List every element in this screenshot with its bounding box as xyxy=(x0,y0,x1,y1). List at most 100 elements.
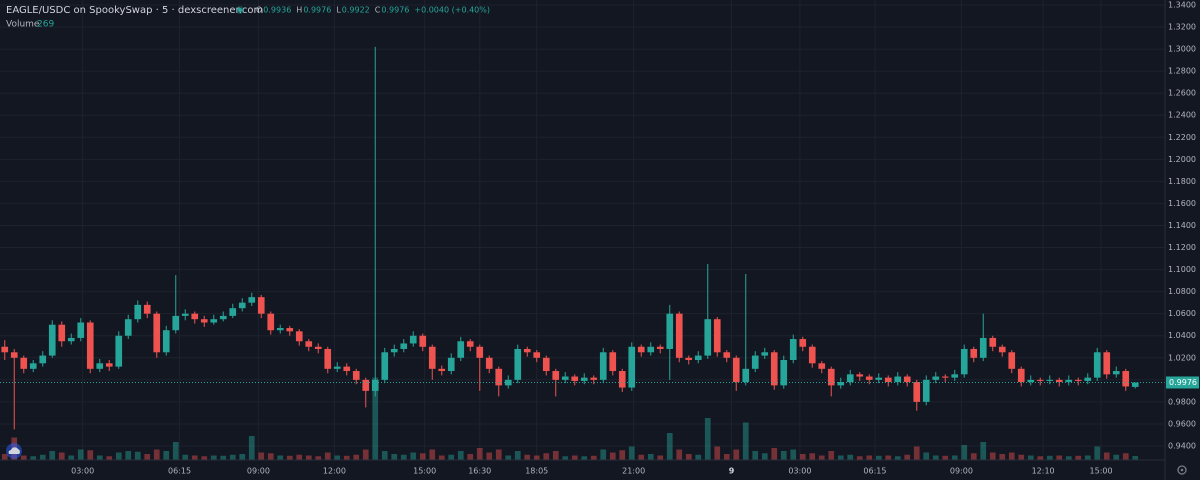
volume-bar xyxy=(923,452,930,460)
ohlc-label: H xyxy=(296,6,302,15)
axes: 0.94000.96000.98001.00001.02001.04001.06… xyxy=(71,0,1199,476)
candle-body xyxy=(1008,352,1016,369)
volume-bar xyxy=(970,453,977,460)
candle-body xyxy=(1074,379,1082,381)
x-tick-label: 09:00 xyxy=(247,467,270,476)
candle-body xyxy=(761,352,769,356)
settings-icon[interactable] xyxy=(1177,465,1187,475)
y-tick-label: 0.9600 xyxy=(1168,419,1196,428)
volume-bar xyxy=(1132,455,1139,460)
candle-body xyxy=(172,315,180,331)
ohlc-label: L xyxy=(336,6,341,15)
candle-body xyxy=(552,371,560,380)
candle-body xyxy=(637,346,645,353)
ohlc-value: 0.9976 xyxy=(303,6,331,15)
candle-body xyxy=(362,379,370,391)
volume-bar xyxy=(638,454,645,460)
ohlc-value: 0.9976 xyxy=(381,6,409,15)
candle-body xyxy=(960,348,968,375)
volume-bar xyxy=(448,454,455,460)
candle-body xyxy=(1,346,9,353)
volume-bar xyxy=(153,449,160,460)
candle-body xyxy=(504,379,512,386)
candle-body xyxy=(324,348,332,369)
last-price-label: 0.9976 xyxy=(1169,378,1197,387)
x-tick-label: 03:00 xyxy=(788,467,811,476)
candle-body xyxy=(713,319,721,353)
volume-bar xyxy=(590,455,597,460)
volume-bar xyxy=(1122,453,1129,460)
volume-bar xyxy=(999,454,1006,460)
volume-bar xyxy=(30,456,37,460)
volume-bar xyxy=(400,454,407,460)
candle-body xyxy=(979,337,987,358)
candle-body xyxy=(352,371,360,380)
volume-bar xyxy=(1008,452,1015,460)
volume-bar xyxy=(315,456,322,460)
candle-body xyxy=(856,374,864,377)
volume-bar xyxy=(552,451,559,460)
y-tick-label: 1.1000 xyxy=(1168,265,1196,274)
volume-bar xyxy=(628,446,635,460)
candle-body xyxy=(29,363,37,369)
candle-body xyxy=(903,376,911,383)
ohlc-label: O xyxy=(256,6,262,15)
volume-bar xyxy=(1037,456,1044,460)
y-tick-label: 1.2600 xyxy=(1168,89,1196,98)
candle-body xyxy=(67,337,75,342)
volume-bar xyxy=(210,455,217,460)
volume-bar xyxy=(258,452,265,460)
cloud-icon[interactable] xyxy=(6,443,22,459)
y-tick-label: 1.0800 xyxy=(1168,287,1196,296)
candle-body xyxy=(181,313,189,316)
y-tick-label: 1.2000 xyxy=(1168,155,1196,164)
volume-bar xyxy=(362,449,369,460)
candle-body xyxy=(1055,379,1063,383)
ohlc-legend: O 0.9936 H 0.9976 L 0.9922 C 0.9976 +0.0040 (+0.… xyxy=(256,6,490,15)
x-tick-label: 21:00 xyxy=(622,467,645,476)
x-tick-label: 15:00 xyxy=(413,467,436,476)
volume-bar xyxy=(524,454,531,460)
candle-body xyxy=(267,313,275,331)
volume-bar xyxy=(1103,452,1110,460)
volume-bar xyxy=(182,454,189,460)
volume-bar xyxy=(932,455,939,460)
candle-body xyxy=(704,319,712,356)
candle-body xyxy=(419,335,427,347)
candle-body xyxy=(286,328,294,332)
volume-bar xyxy=(533,455,540,460)
change-label: +0.0040 (+0.40%) xyxy=(414,6,490,15)
candle-body xyxy=(428,346,436,369)
candle-body xyxy=(675,313,683,358)
y-tick-label: 1.0400 xyxy=(1168,331,1196,340)
volume-bar xyxy=(942,455,949,460)
volume-bar xyxy=(20,455,27,460)
candle-body xyxy=(390,348,398,353)
volume-bar xyxy=(410,452,417,460)
candle-body xyxy=(276,328,284,331)
volume-bar xyxy=(58,452,65,460)
candle-body xyxy=(1046,379,1054,381)
x-tick-label: 18:05 xyxy=(525,467,548,476)
candle-body xyxy=(571,376,579,381)
volume-bar xyxy=(353,454,360,460)
y-tick-label: 1.0600 xyxy=(1168,309,1196,318)
volume-bar xyxy=(989,452,996,460)
volume-bar xyxy=(875,455,882,460)
candle-body xyxy=(951,374,959,378)
candles xyxy=(0,46,1165,430)
candle-body xyxy=(685,357,693,360)
volume-bar xyxy=(419,453,426,460)
candle-body xyxy=(86,322,94,369)
volume-bar xyxy=(828,451,835,460)
candle-body xyxy=(20,357,28,369)
x-tick-label: 12:10 xyxy=(1032,467,1055,476)
volume-bar xyxy=(106,456,113,460)
live-indicator-dot xyxy=(238,8,242,12)
candle-body xyxy=(827,368,835,386)
y-tick-label: 1.2400 xyxy=(1168,111,1196,120)
volume-bar xyxy=(847,454,854,460)
volume-bar xyxy=(600,449,607,460)
